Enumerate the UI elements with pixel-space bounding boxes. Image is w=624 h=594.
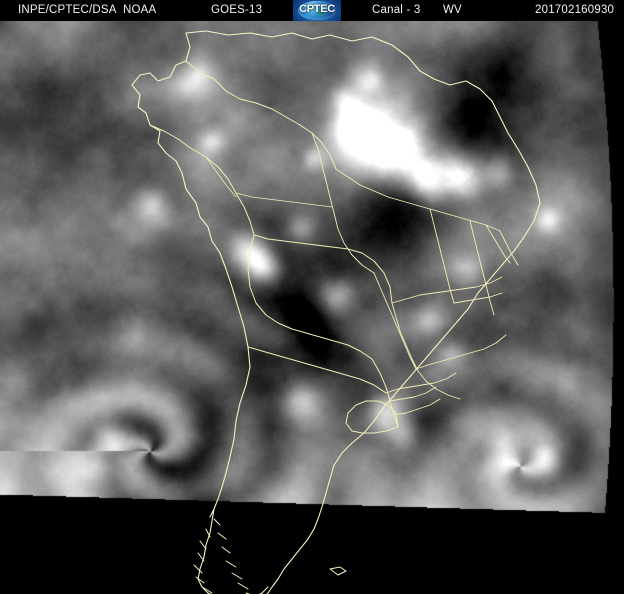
satellite-image-frame [0, 21, 624, 594]
channel-label: Canal - 3 [372, 4, 421, 16]
cptec-logo: CPTEC [293, 0, 341, 21]
image-header-bar: INPE/CPTEC/DSA NOAA GOES-13 CPTEC Canal … [0, 0, 624, 21]
network-label: NOAA [123, 4, 157, 16]
cptec-logo-text: CPTEC [299, 3, 335, 15]
band-label: WV [443, 4, 462, 16]
satellite-imagery-canvas [0, 21, 624, 594]
satellite-label: GOES-13 [211, 4, 263, 16]
agency-label: INPE/CPTEC/DSA [18, 4, 117, 16]
timestamp-label: 201702160930 [535, 4, 615, 16]
continents-icon [302, 3, 332, 18]
